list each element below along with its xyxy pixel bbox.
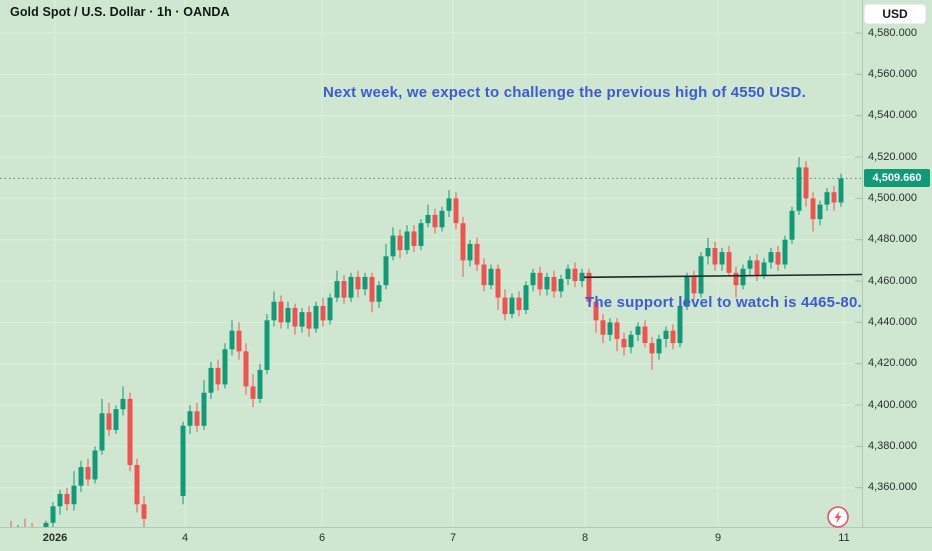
support-trend-line[interactable] (583, 273, 863, 279)
time-axis-label: 7 (449, 532, 457, 544)
price-axis-label: 4,400.000 (868, 398, 917, 411)
candlestick-series (10, 157, 844, 527)
time-axis-label: 11 (838, 532, 850, 544)
current-price-badge: 4,509.660 (864, 169, 930, 188)
price-axis-label: 4,580.000 (868, 26, 917, 39)
price-axis-label: 4,460.000 (868, 274, 917, 287)
price-axis-label: 4,520.000 (868, 150, 917, 163)
price-axis-label: 4,420.000 (868, 357, 917, 370)
price-axis-label: 4,560.000 (868, 67, 917, 80)
price-axis-label: 4,440.000 (868, 315, 917, 328)
time-axis[interactable]: 2026 4 6 7 8 9 11 (0, 527, 932, 551)
time-axis-label: 2026 (42, 532, 68, 544)
symbol-title[interactable]: Gold Spot / U.S. Dollar · 1h · OANDA (10, 5, 230, 19)
currency-unit-button[interactable]: USD (864, 4, 926, 24)
price-axis-label: 4,380.000 (868, 439, 917, 452)
time-axis-label: 6 (318, 532, 326, 544)
price-axis-label: 4,540.000 (868, 109, 917, 122)
time-axis-label: 8 (581, 532, 589, 544)
time-axis-label: 4 (181, 532, 189, 544)
annotation-support-note[interactable]: The support level to watch is 4465-80. (585, 294, 862, 311)
price-axis-label: 4,360.000 (868, 481, 917, 494)
price-axis-separator (862, 0, 863, 527)
lightning-icon[interactable] (826, 505, 850, 529)
price-axis-label: 4,480.000 (868, 233, 917, 246)
annotation-resistance-note[interactable]: Next week, we expect to challenge the pr… (323, 84, 806, 101)
price-axis-label: 4,500.000 (868, 191, 917, 204)
price-axis[interactable]: 4,509.660 4,580.000 4,560.000 4,540.000 4,5… (862, 0, 932, 527)
time-axis-label: 9 (714, 532, 722, 544)
